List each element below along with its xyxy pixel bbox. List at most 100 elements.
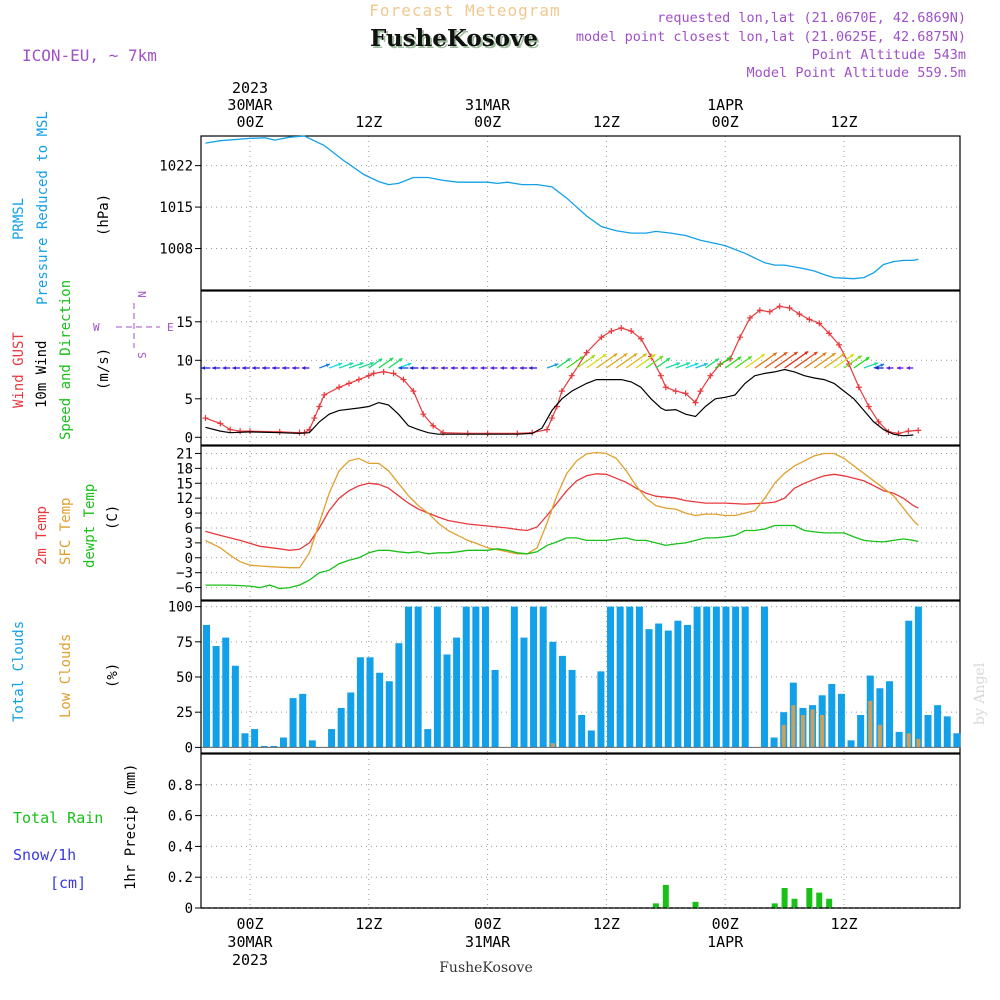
total-clouds-bar [674, 620, 682, 748]
temp-ytick-label: −6 [176, 581, 193, 597]
wind-gust-point [816, 320, 823, 327]
wind-label-direction: Speed and Direction [58, 280, 74, 440]
pressure-label-prmsl: PRMSL [11, 198, 27, 240]
wind-direction-arrowhead [813, 351, 818, 356]
wind-direction-arrowhead [857, 355, 862, 360]
wind-gust-point [217, 420, 224, 427]
wind-direction-arrowhead [676, 362, 680, 366]
cloud-label-total: Total Clouds [11, 621, 27, 722]
model-name: ICON-EU, ~ 7km [22, 46, 157, 65]
total-clouds-bar [491, 669, 499, 748]
wind-direction-arrowhead [389, 357, 394, 362]
pressure-panel: 1008 1015 1022 [159, 135, 961, 291]
top-axis-label: 00Z [712, 113, 739, 131]
wind-gust-point [365, 372, 372, 379]
wind-direction-arrowhead [201, 366, 205, 370]
wind-direction-arrowhead [642, 353, 647, 358]
credit-watermark: by Angel [972, 662, 988, 725]
wind-direction-arrow [615, 352, 638, 369]
total-clouds-bar [376, 672, 384, 748]
total-clouds-bar [635, 606, 643, 748]
wind-direction-arrowhead [242, 366, 246, 370]
total-clouds-bar [578, 715, 586, 748]
wind-direction-arrowhead [398, 358, 403, 362]
total-clouds-bar [308, 740, 316, 748]
precip-ytick-label: 0.2 [168, 870, 193, 886]
low-clouds-bar [868, 700, 873, 748]
low-clouds-bar [800, 715, 805, 748]
bottom-axis-label: 00Z [474, 915, 501, 933]
wind-direction-arrowhead [875, 366, 879, 370]
total-clouds-bar [905, 620, 913, 748]
precip-labels: Total Rain Snow/1h [cm] 1hr Precip (mm) [13, 764, 139, 892]
wind-direction-arrow [635, 353, 656, 369]
temp-ytick-label: 3 [185, 536, 193, 552]
pressure-ytick-label: 1022 [159, 159, 193, 175]
wind-gust-point [786, 304, 793, 311]
total-clouds-bar [520, 637, 528, 748]
wind-label-10m: 10m Wind [34, 341, 50, 408]
wind-gust-point [766, 308, 773, 315]
cloud-unit: (%) [105, 663, 121, 688]
cloud-label-low: Low Clouds [58, 634, 74, 718]
wind-panel: 0 5 10 15 [176, 290, 961, 446]
wind-direction-arrow [804, 352, 827, 369]
total-clouds-bar [347, 692, 355, 748]
wind-gust-point [514, 430, 521, 437]
clouds-ytick-label: 50 [176, 670, 193, 686]
bottom-axis-label: 31MAR [465, 933, 511, 951]
series-wind-gust-line [205, 305, 919, 435]
temp-label-2m: 2m Temp [34, 506, 50, 565]
wind-direction-arrowhead [338, 362, 343, 367]
wind-gust-point [697, 388, 704, 395]
wind-gust-point [915, 427, 922, 434]
total-clouds-bar [914, 606, 922, 748]
bottom-axis-label: 1APR [707, 933, 744, 951]
wind-direction-arrow [833, 353, 855, 369]
pressure-frame [200, 135, 961, 291]
wind-gust-point [638, 335, 645, 342]
wind-direction-arrowhead [822, 352, 827, 357]
total-clouds-bar [741, 606, 749, 748]
wind-gust-point [464, 430, 471, 437]
wind-direction-arrowhead [772, 352, 777, 357]
precip-label-rain: Total Rain [13, 809, 103, 827]
wind-direction-arrowhead [633, 353, 638, 357]
wind-gust-point [682, 390, 689, 397]
series-dewpt-temp-line [205, 524, 919, 590]
rain-bar [662, 884, 669, 908]
wind-gust-point [657, 372, 664, 379]
temp-ytick-label: 12 [176, 491, 193, 507]
bottom-axis-label: 2023 [232, 951, 268, 969]
header-title: Forecast Meteogram [369, 1, 560, 20]
wind-direction-arrowhead [480, 366, 485, 370]
total-clouds-bar [828, 684, 836, 748]
wind-gust-point [380, 368, 387, 375]
wind-gust-point [311, 415, 318, 422]
wind-gust-point [321, 391, 328, 398]
total-clouds-bar [587, 730, 595, 748]
wind-gust-point [875, 418, 882, 425]
low-clouds-bar [791, 705, 796, 748]
total-clouds-bar [530, 606, 538, 748]
wind-direction-arrowhead [409, 366, 414, 370]
total-clouds-bar [886, 681, 894, 748]
wind-direction-arrowhead [804, 351, 809, 356]
compass-s: S [135, 352, 148, 359]
clouds-ytick-label: 100 [168, 600, 193, 616]
wind-direction-arrowhead [686, 362, 691, 366]
wind-direction-arrow [576, 354, 596, 369]
footer-station: FusheKosove [439, 960, 533, 976]
total-clouds-bar [212, 646, 220, 748]
bottom-axis-label: 00Z [712, 915, 739, 933]
precip-axis-label: 1hr Precip (mm) [123, 764, 139, 890]
precip-label-snow: Snow/1h [13, 846, 76, 864]
total-clouds-bar [645, 629, 653, 748]
rain-bar [781, 887, 788, 908]
total-clouds-bar [270, 745, 278, 748]
wind-direction-arrowhead [714, 358, 719, 363]
wind-direction-arrow [823, 352, 846, 369]
wind-gust-point [598, 334, 605, 341]
wind-direction-arrowhead [262, 366, 266, 370]
